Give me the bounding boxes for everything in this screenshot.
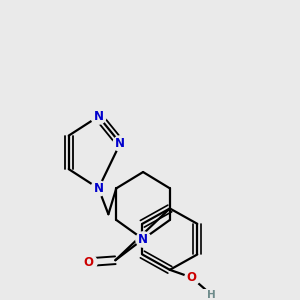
Text: O: O <box>187 271 196 284</box>
Text: O: O <box>84 256 94 268</box>
Text: N: N <box>138 232 148 246</box>
Text: N: N <box>94 182 103 195</box>
Text: N: N <box>94 110 103 123</box>
Text: N: N <box>115 137 125 150</box>
Text: H: H <box>207 290 216 300</box>
